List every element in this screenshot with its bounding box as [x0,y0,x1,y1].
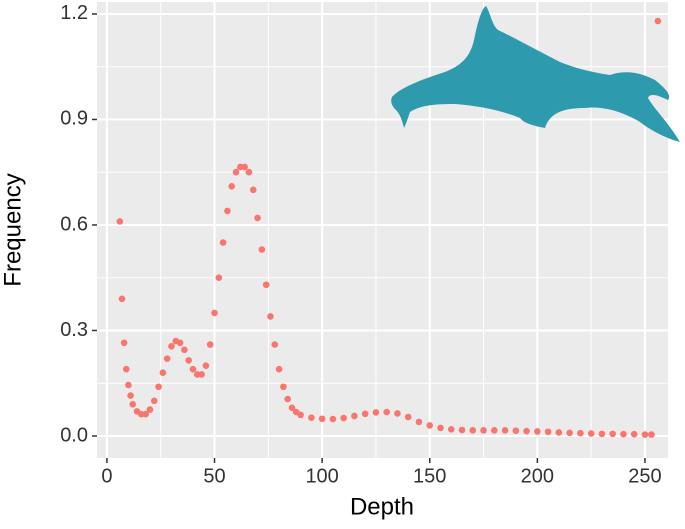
point [258,246,266,253]
point [641,431,649,438]
point [211,309,218,317]
point [512,427,520,435]
point [404,413,412,421]
point [620,430,627,438]
point [198,371,205,378]
point [271,341,279,348]
point [262,281,270,289]
point [241,163,248,171]
y-tick-label: 0.6 [60,213,88,235]
point [361,410,369,418]
x-tick-label: 50 [203,465,225,487]
point [654,17,662,25]
point [150,397,158,405]
point [168,343,175,350]
x-axis-label: Depth [350,493,414,520]
point [288,404,296,412]
point [469,427,477,434]
point [215,274,223,282]
y-axis-label: Frequency [0,173,26,286]
x-tick-label: 250 [628,465,661,487]
point [142,410,149,418]
point [609,430,616,438]
point [249,186,257,194]
point [189,365,197,373]
point [127,392,134,399]
point [202,362,210,369]
point [501,427,509,434]
point [415,418,423,426]
point [351,412,358,420]
point [394,410,401,417]
point [185,357,192,364]
point [329,415,337,423]
point [318,415,326,423]
point [523,427,530,435]
point [566,429,573,437]
axes: 0 50 100 150 200 250 0.0 0.3 0.6 0.9 1.2 [60,2,661,487]
point [372,409,380,416]
point [648,431,655,438]
point [224,207,231,215]
point [254,214,261,222]
point [159,369,167,376]
grid [97,2,668,458]
point [129,401,137,408]
point [426,422,434,429]
point [163,355,171,362]
point [308,414,315,421]
point [125,381,132,389]
point [383,408,390,416]
fish-silhouette [391,6,680,142]
point [297,411,304,419]
points [116,17,662,438]
point [116,218,124,225]
y-tick-label: 1.2 [60,2,88,24]
point [181,346,188,354]
point [630,430,638,438]
point [544,428,552,436]
point [245,168,253,176]
point [206,341,214,348]
point [122,365,130,373]
point [118,295,126,303]
point [284,395,291,403]
y-tick-label: 0.0 [60,424,88,446]
point [267,313,274,320]
point [491,427,498,434]
y-tick-label: 0.3 [60,319,88,341]
y-tick-label: 0.9 [60,108,88,130]
point [280,383,287,391]
point [155,383,162,391]
point [587,430,595,437]
point [555,429,563,436]
point [437,424,444,432]
point [447,426,455,433]
point [458,426,466,434]
x-tick-label: 200 [521,465,554,487]
x-tick-label: 0 [101,465,112,487]
point [228,182,236,190]
point [275,365,283,373]
point [146,406,154,413]
point [232,168,240,176]
point [219,239,227,246]
x-tick-label: 150 [413,465,446,487]
point [480,427,487,434]
point [120,339,128,347]
point [340,414,347,422]
point [176,339,184,347]
point [577,429,584,437]
x-tick-label: 100 [305,465,338,487]
point [534,428,541,435]
point [598,430,606,438]
